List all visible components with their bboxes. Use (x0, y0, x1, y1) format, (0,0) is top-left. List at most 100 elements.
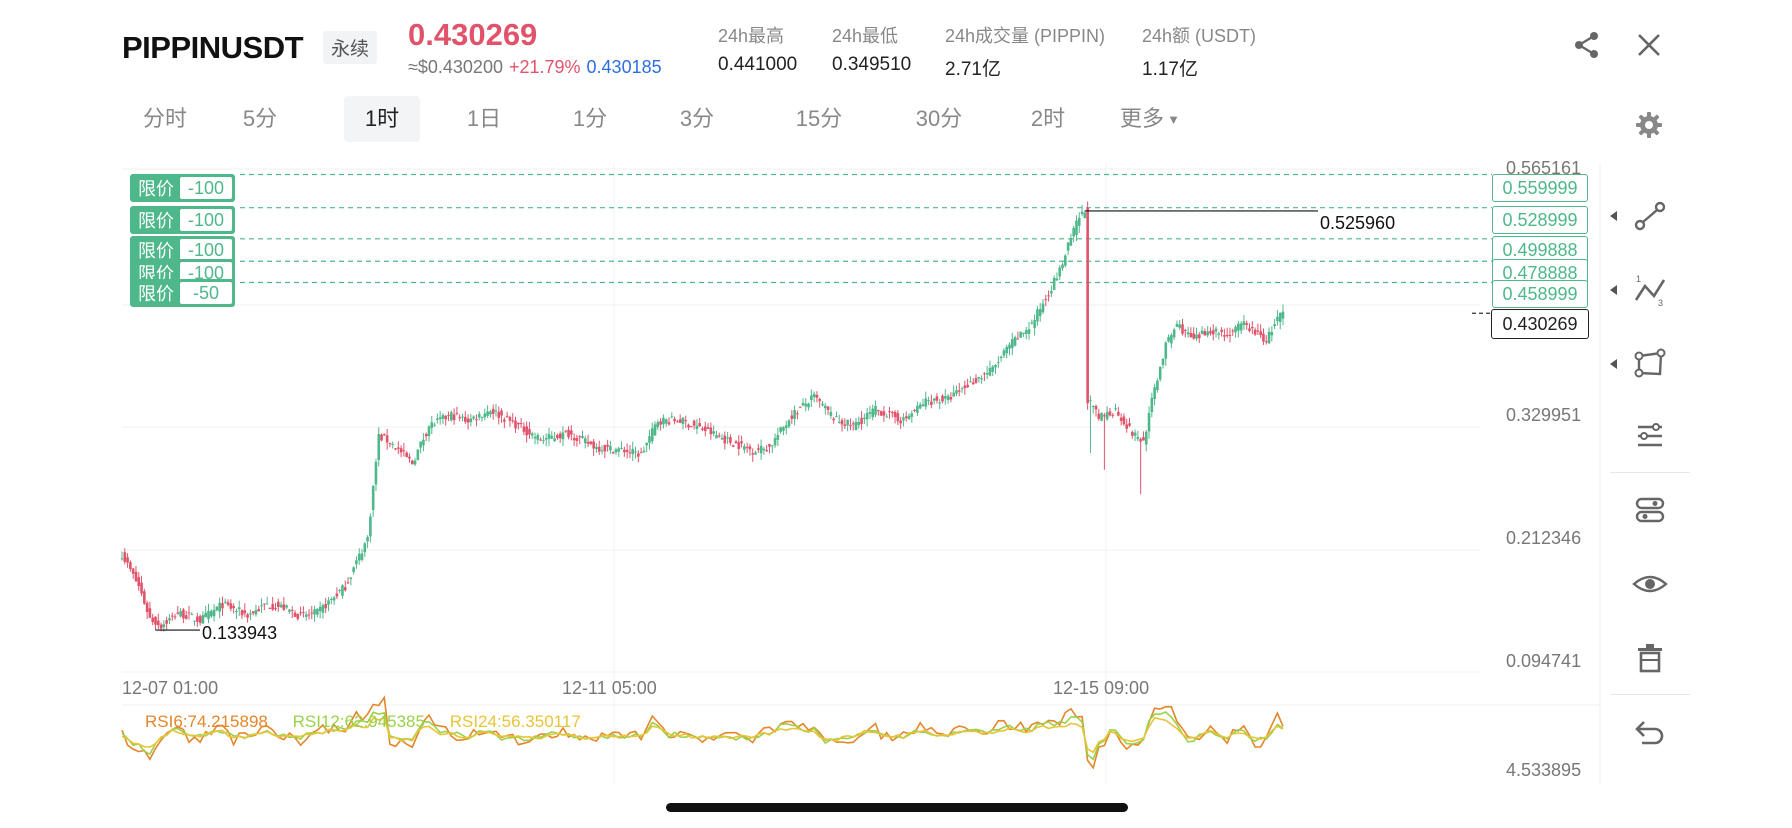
order-price-label[interactable]: 0.559999 (1492, 174, 1588, 202)
candle-body (709, 427, 713, 435)
candle-body (595, 446, 598, 449)
candle-body (1195, 334, 1198, 339)
tab-30m[interactable]: 30分 (915, 106, 963, 131)
tab-3m[interactable]: 3分 (679, 106, 715, 131)
candle-body (1262, 333, 1265, 342)
tab-2h[interactable]: 2时 (1030, 106, 1066, 131)
trash-icon[interactable] (1630, 638, 1670, 678)
candle-body (380, 434, 383, 441)
candle-body (589, 441, 593, 444)
x-axis-label: 12-11 05:00 (562, 678, 657, 698)
candle-body (706, 427, 710, 429)
candle-body (1133, 432, 1137, 436)
candle-body (634, 451, 637, 453)
rsi-legend: RSI6:74.215898 RSI12:62.945385 RSI24:56.… (145, 712, 601, 732)
y-axis-label: 0.565161 (1506, 158, 1582, 178)
candle-body (1002, 350, 1006, 356)
candle-body (1167, 336, 1170, 342)
candle-body (355, 560, 358, 565)
candle-body (1061, 264, 1064, 269)
candle-body (544, 438, 548, 440)
candle-body (628, 452, 632, 454)
tab-more-label: 更多 (1120, 106, 1165, 131)
candle-body (740, 441, 743, 444)
tab-5m[interactable]: 5分 (242, 106, 278, 131)
candle-body (391, 443, 395, 445)
close-icon[interactable] (1634, 30, 1664, 60)
order-tag[interactable]: 限价 -100 (130, 174, 235, 202)
candle-body (637, 453, 640, 457)
candle-body (1047, 295, 1050, 297)
tab-1d[interactable]: 1日 (466, 106, 502, 131)
order-tag[interactable]: 限价 -100 (130, 206, 235, 234)
candle-body (1170, 335, 1173, 344)
symbol-name[interactable]: PIPPINUSDT (122, 30, 304, 65)
candle-body (860, 417, 863, 424)
tab-1m[interactable]: 1分 (572, 106, 608, 131)
order-price-label[interactable]: 0.458999 (1492, 280, 1588, 308)
candle-body (444, 415, 448, 420)
tab-1h[interactable]: 1时 (344, 96, 420, 142)
candle-body (1111, 414, 1115, 416)
candle-body (784, 425, 788, 429)
candle-body (1253, 329, 1257, 335)
candle-body (1209, 331, 1212, 334)
candle-body (673, 418, 676, 422)
candle-body (977, 377, 981, 379)
tab-15m[interactable]: 15分 (795, 106, 843, 131)
candle-body (324, 604, 328, 609)
candle-body (212, 609, 216, 617)
order-type: 限价 (138, 241, 174, 261)
candle-body (1200, 330, 1204, 334)
indicator-settings-icon[interactable] (1630, 490, 1670, 530)
candle-body (1214, 328, 1218, 332)
candle-body (757, 448, 760, 450)
order-tag[interactable]: 限价 -50 (130, 279, 235, 307)
stat-value: 2.71亿 (945, 59, 1001, 80)
candle-body (366, 536, 369, 542)
candle-body (1044, 299, 1048, 301)
candle-body (522, 426, 526, 432)
expand-arrow-icon[interactable] (1610, 285, 1617, 295)
candle-body (885, 416, 888, 418)
fib-tool-icon[interactable]: 1 3 (1630, 270, 1670, 310)
expand-arrow-icon[interactable] (1610, 359, 1617, 369)
candle-body (204, 612, 208, 618)
stat-24h-low: 24h最低 0.349510 (832, 22, 911, 76)
candle-body (759, 445, 763, 454)
sliders-icon[interactable] (1630, 416, 1670, 456)
candle-body (843, 424, 847, 427)
tab-timeshare[interactable]: 分时 (142, 106, 187, 131)
candle-body (762, 448, 766, 451)
candle-body (712, 431, 715, 434)
candle-body (1172, 329, 1176, 338)
candle-body (1197, 334, 1201, 339)
candle-body (960, 388, 964, 390)
order-price-label[interactable]: 0.528999 (1492, 206, 1588, 234)
candle-body (935, 396, 939, 401)
candle-body (1010, 339, 1014, 349)
candle-body (310, 612, 314, 614)
candle-body (215, 606, 219, 611)
eye-icon[interactable] (1630, 564, 1670, 604)
candle-body (441, 415, 445, 419)
candle-body (494, 410, 498, 412)
stat-value: 1.17亿 (1142, 59, 1198, 80)
candle-body (341, 585, 344, 596)
undo-icon[interactable] (1630, 712, 1670, 752)
candle-body (343, 587, 347, 591)
candle-body (818, 399, 822, 402)
candle-body (237, 607, 241, 610)
candle-body (676, 421, 679, 423)
expand-arrow-icon[interactable] (1610, 211, 1617, 221)
candle-body (385, 435, 389, 443)
candle-body (681, 417, 685, 424)
candle-body (620, 447, 623, 449)
tab-more[interactable]: 更多 ▼ (1112, 96, 1188, 142)
candle-body (826, 406, 830, 410)
gear-icon[interactable] (1634, 110, 1664, 140)
line-tool-icon[interactable] (1630, 196, 1670, 236)
shape-tool-icon[interactable] (1630, 344, 1670, 384)
share-icon[interactable] (1572, 30, 1602, 60)
